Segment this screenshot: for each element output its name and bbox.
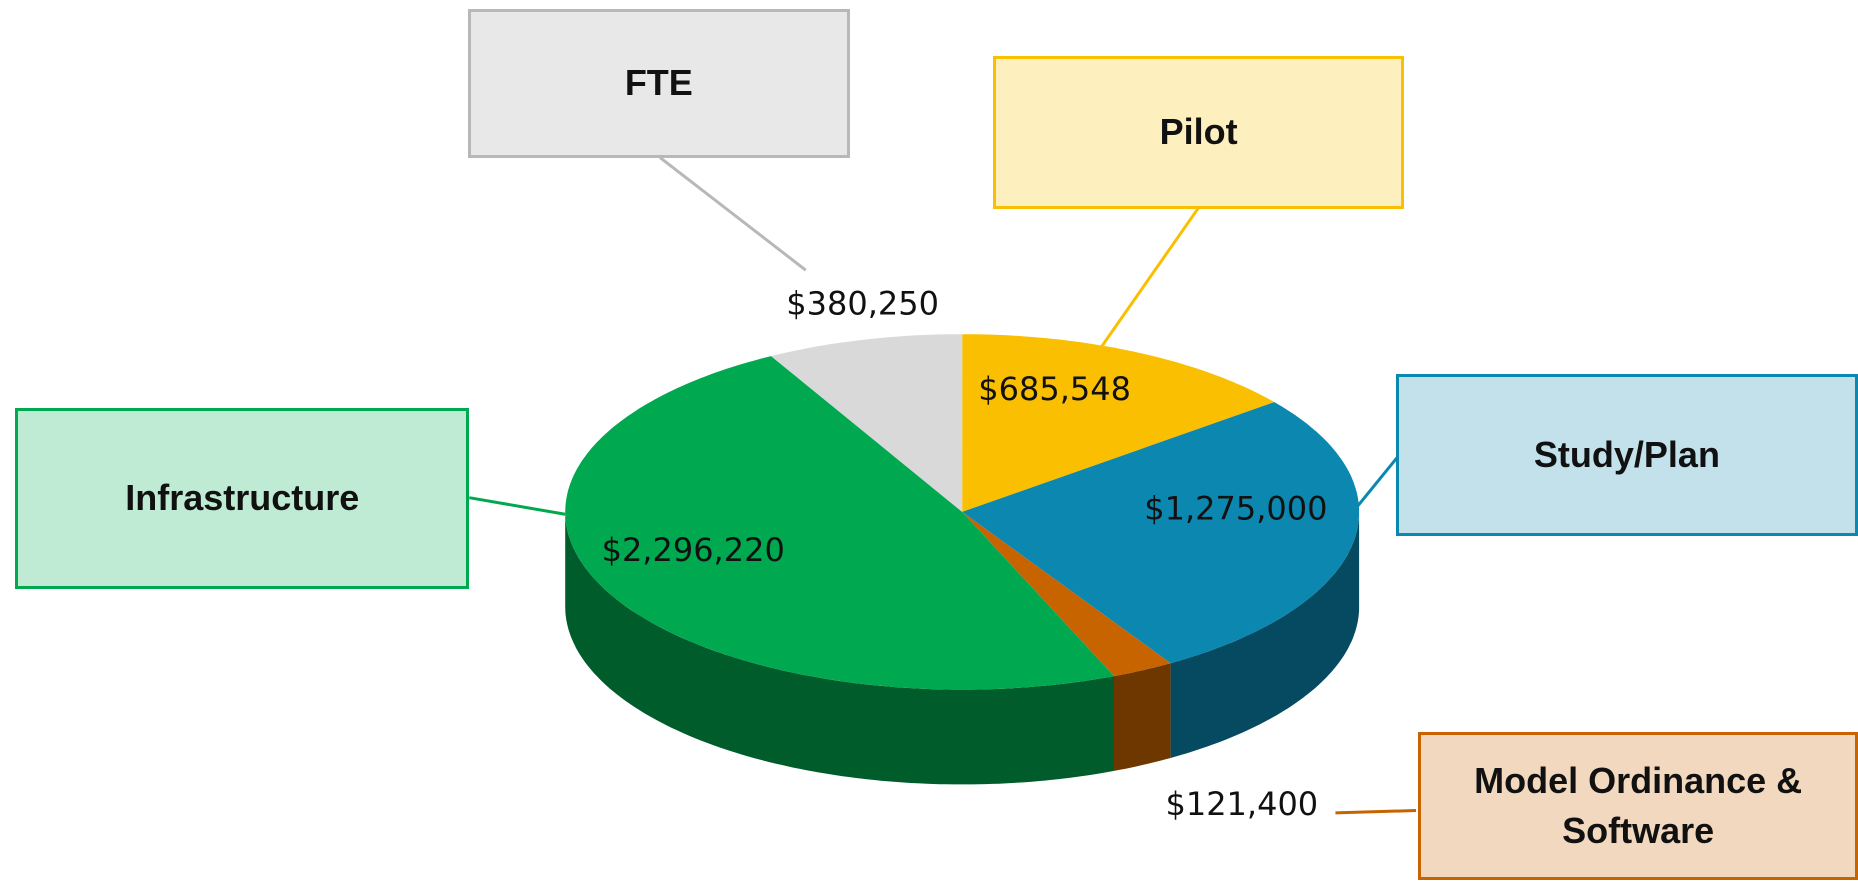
category-label: Model Ordinance & Software <box>1474 759 1803 852</box>
slice <box>771 334 963 512</box>
leader-line <box>1100 207 1200 347</box>
category-box: FTE <box>468 9 850 158</box>
value-label: $121,400 <box>1165 785 1318 823</box>
category-label: Pilot <box>1159 110 1238 152</box>
slice-side <box>1170 511 1360 758</box>
slice <box>962 334 1275 512</box>
pie-sides <box>565 511 1360 785</box>
leader-line <box>468 496 566 516</box>
leader-line <box>1355 455 1400 509</box>
value-label: $685,548 <box>978 370 1131 408</box>
category-box: Model Ordinance & Software <box>1418 732 1858 881</box>
value-label: $380,250 <box>786 285 939 323</box>
category-box: Pilot <box>992 55 1405 209</box>
slice-side <box>1114 663 1171 771</box>
slice <box>565 356 1114 690</box>
value-label: $1,275,000 <box>1144 490 1327 528</box>
leader-line <box>659 156 807 272</box>
slice <box>962 511 1171 677</box>
leader-line <box>1335 809 1417 815</box>
category-label: Infrastructure <box>125 477 360 519</box>
category-label: FTE <box>624 62 693 104</box>
category-box: Infrastructure <box>15 407 470 589</box>
category-box: Study/Plan <box>1395 374 1858 536</box>
slice <box>962 402 1360 664</box>
value-label: $2,296,220 <box>602 531 785 569</box>
slice-side <box>565 511 1114 785</box>
category-label: Study/Plan <box>1533 433 1720 475</box>
pie-tops <box>565 334 1360 690</box>
